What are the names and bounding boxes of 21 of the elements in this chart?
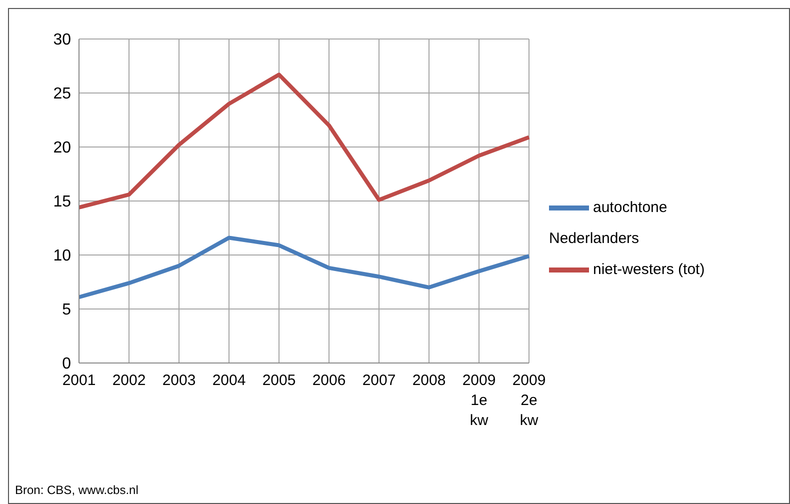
y-tick-label: 0 bbox=[62, 356, 72, 373]
text: Bron: CBS, www.cbs.nl bbox=[15, 483, 138, 497]
x-tick-label: 2004 bbox=[212, 372, 246, 389]
x-tick-label: 2007 bbox=[362, 372, 396, 389]
x-tick-label: 2009 2e kw bbox=[512, 372, 546, 429]
x-tick-label: 2002 bbox=[112, 372, 146, 389]
y-tick-label: 5 bbox=[62, 302, 72, 319]
legend-label: niet-westers (tot) bbox=[593, 260, 705, 278]
line-series bbox=[77, 236, 531, 300]
x-tick-label: 2009 1e kw bbox=[462, 372, 496, 429]
y-tick-label: 30 bbox=[53, 32, 72, 49]
y-tick-label: 10 bbox=[53, 248, 72, 265]
x-tick-label: 2003 bbox=[162, 372, 196, 389]
x-tick-label: 2008 bbox=[412, 372, 446, 389]
x-tick-label: 2006 bbox=[312, 372, 346, 389]
x-tick-label: 2005 bbox=[262, 372, 296, 389]
y-tick-label: 20 bbox=[53, 140, 72, 157]
line-series bbox=[77, 72, 531, 210]
y-tick-label: 15 bbox=[53, 194, 72, 211]
x-tick-label: 2001 bbox=[62, 372, 96, 389]
y-tick-label: 25 bbox=[53, 86, 72, 103]
